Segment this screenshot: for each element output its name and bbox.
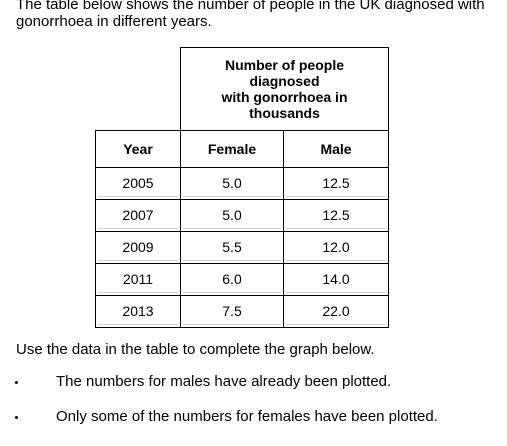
list-item: Only some of the numbers for females hav… — [0, 408, 507, 443]
column-header-female: Female — [180, 130, 284, 168]
table-group-header: Number of people diagnosed with gonorrho… — [180, 47, 389, 131]
cell-male: 12.0 — [283, 231, 389, 264]
diagnosis-table-container: Number of people diagnosed with gonorrho… — [95, 47, 389, 328]
bullet-text: Only some of the numbers for females hav… — [56, 408, 438, 425]
group-header-line-3: with gonorrhoea in — [221, 89, 348, 105]
cell-year: 2009 — [95, 231, 181, 264]
group-header-line-1: Number of people — [224, 57, 344, 73]
cell-male: 14.0 — [283, 263, 389, 296]
cell-female: 5.5 — [180, 231, 284, 264]
intro-line-1: The table below shows the number of peop… — [16, 0, 485, 13]
cell-male: 12.5 — [283, 199, 389, 232]
bullet-icon — [15, 416, 18, 419]
intro-line-2: gonorrhoea in different years. — [16, 13, 212, 30]
cell-male: 22.0 — [283, 295, 389, 328]
group-header-line-2: diagnosed — [249, 73, 320, 89]
cell-year: 2013 — [95, 295, 181, 328]
bullet-list: The numbers for males have already been … — [0, 373, 507, 443]
cell-year: 2007 — [95, 199, 181, 232]
bullet-icon — [15, 381, 18, 384]
cell-year: 2011 — [95, 263, 181, 296]
column-header-male: Male — [283, 130, 389, 168]
table-row: 2009 5.5 12.0 — [95, 231, 389, 264]
cell-female: 7.5 — [180, 295, 284, 328]
bullet-text: The numbers for males have already been … — [56, 373, 392, 390]
group-header-line-4: thousands — [249, 105, 320, 121]
instruction-text: Use the data in the table to complete th… — [16, 341, 375, 358]
table-column-header-row: Year Female Male — [95, 130, 389, 168]
table-row: 2011 6.0 14.0 — [95, 263, 389, 296]
list-item: The numbers for males have already been … — [0, 373, 507, 408]
cell-female: 5.0 — [180, 167, 284, 200]
column-header-year: Year — [95, 130, 181, 168]
table-blank-corner — [95, 47, 181, 131]
cell-female: 5.0 — [180, 199, 284, 232]
table-row: 2005 5.0 12.5 — [95, 167, 389, 200]
cell-male: 12.5 — [283, 167, 389, 200]
cell-year: 2005 — [95, 167, 181, 200]
table-row: 2013 7.5 22.0 — [95, 295, 389, 328]
table-group-header-row: Number of people diagnosed with gonorrho… — [95, 47, 389, 131]
cell-female: 6.0 — [180, 263, 284, 296]
intro-text: The table below shows the number of peop… — [16, 0, 501, 30]
diagnosis-table: Number of people diagnosed with gonorrho… — [95, 47, 389, 328]
table-row: 2007 5.0 12.5 — [95, 199, 389, 232]
